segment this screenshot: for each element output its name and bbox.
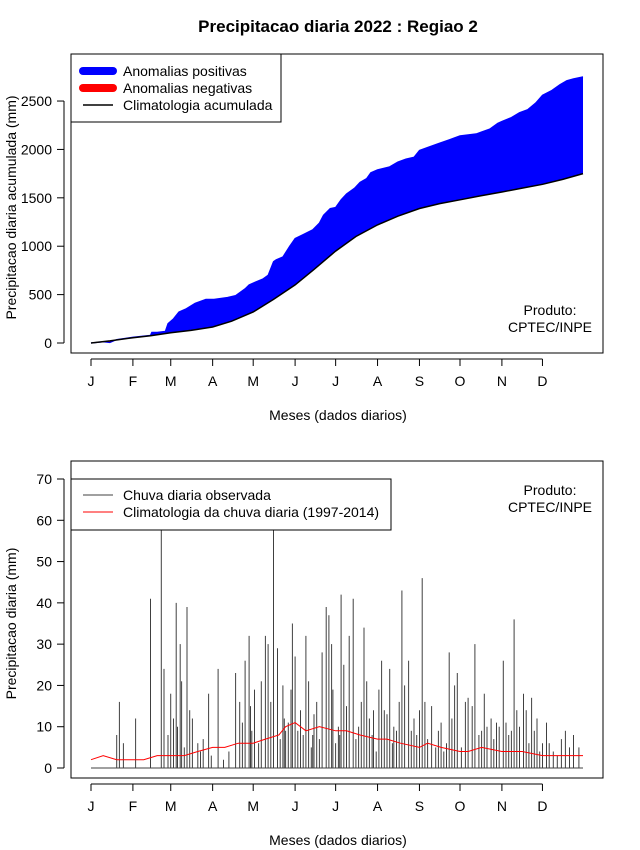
product-note-label: Produto:: [524, 482, 577, 498]
x-tick-label: A: [373, 798, 383, 814]
y-tick-label: 2500: [21, 93, 52, 109]
x-tick-label: J: [88, 798, 95, 814]
x-tick-label: F: [129, 373, 138, 389]
x-tick-label: F: [129, 798, 138, 814]
x-tick-label: S: [415, 373, 424, 389]
x-tick-label: M: [247, 373, 259, 389]
x-tick-label: D: [537, 798, 547, 814]
x-tick-label: N: [497, 798, 507, 814]
x-tick-label: M: [165, 798, 177, 814]
daily-precipitation-panel: 0 10 20 30 40 50 60 70 J F M A M J J A S O N D Meses (dados …: [3, 460, 604, 848]
cumulative-precipitation-panel: 0 500 1000 1500 2000 2500 J F M A M J J A S O N D Meses (d…: [3, 53, 604, 423]
y-tick-label: 70: [36, 471, 52, 487]
y-axis-label: Precipitacao diaria (mm): [3, 548, 19, 700]
legend-positive-label: Anomalias positivas: [123, 63, 247, 79]
x-tick-label: A: [208, 373, 218, 389]
climatology-daily-line: [90, 722, 583, 761]
y-axis-label: Precipitacao diaria acumulada (mm): [3, 95, 19, 319]
product-note-source: CPTEC/INPE: [508, 319, 592, 335]
y-tick-label: 500: [29, 287, 53, 303]
plot-frame: [70, 460, 604, 779]
legend-box: [70, 478, 392, 531]
y-tick-label: 60: [36, 512, 52, 528]
x-tick-label: D: [537, 373, 547, 389]
chart-title: Precipitacao diaria 2022 : Regiao 2: [198, 17, 478, 36]
x-tick-label: A: [208, 798, 218, 814]
x-tick-label: O: [455, 373, 466, 389]
x-tick-label: J: [292, 798, 299, 814]
x-tick-label: J: [332, 373, 339, 389]
legend-negative-label: Anomalias negativas: [123, 80, 252, 96]
legend-climatology-label: Climatologia da chuva diaria (1997-2014): [123, 504, 379, 520]
y-tick-label: 40: [36, 595, 52, 611]
y-tick-label: 10: [36, 719, 52, 735]
y-tick-label: 0: [44, 335, 52, 351]
x-tick-label: M: [247, 798, 259, 814]
y-tick-label: 1000: [21, 238, 52, 254]
x-tick-label: S: [415, 798, 424, 814]
x-axis-label: Meses (dados diarios): [269, 407, 407, 423]
positive-anomaly-area: [91, 76, 583, 344]
climatology-cumulative-line: [90, 172, 584, 344]
legend-climatology-label: Climatologia acumulada: [123, 97, 273, 113]
y-tick-label: 1500: [21, 190, 52, 206]
x-tick-label: O: [455, 798, 466, 814]
y-tick-label: 30: [36, 636, 52, 652]
x-tick-label: J: [292, 373, 299, 389]
plot-frame: [70, 53, 604, 354]
negative-anomaly-area: [91, 173, 583, 343]
x-tick-label: A: [373, 373, 383, 389]
product-note-source: CPTEC/INPE: [508, 499, 592, 515]
x-axis-label: Meses (dados diarios): [269, 832, 407, 848]
x-tick-label: M: [165, 373, 177, 389]
y-tick-label: 20: [36, 677, 52, 693]
legend-observed-label: Chuva diaria observada: [123, 487, 271, 503]
y-tick-label: 2000: [21, 141, 52, 157]
observed-cumulative-line: [90, 76, 584, 344]
product-note-label: Produto:: [524, 302, 577, 318]
x-tick-label: J: [332, 798, 339, 814]
x-tick-label: N: [497, 373, 507, 389]
y-tick-label: 0: [44, 760, 52, 776]
y-tick-label: 50: [36, 554, 52, 570]
x-tick-label: J: [88, 373, 95, 389]
